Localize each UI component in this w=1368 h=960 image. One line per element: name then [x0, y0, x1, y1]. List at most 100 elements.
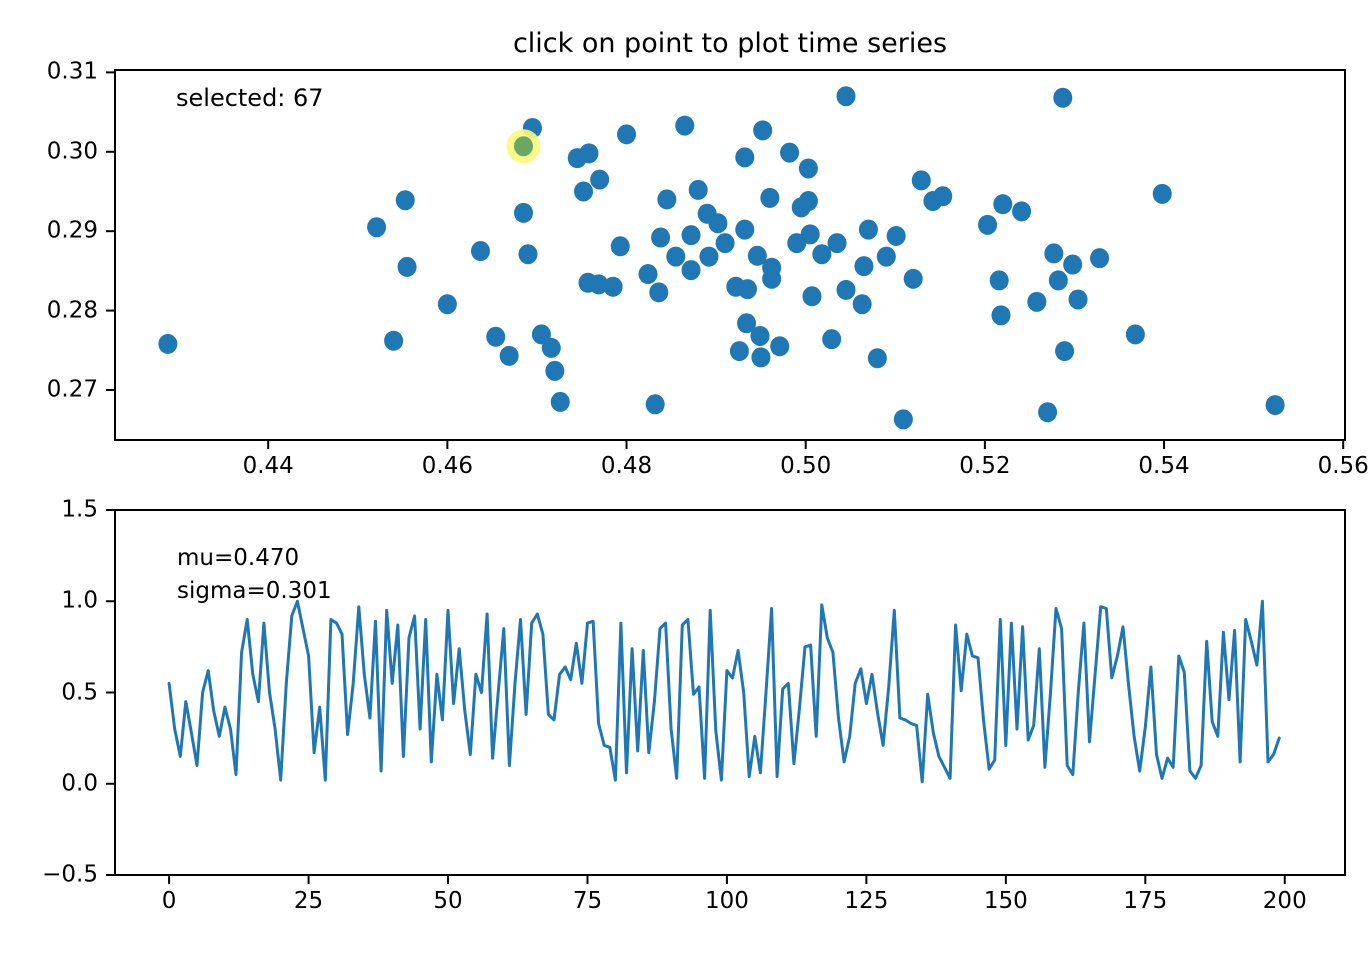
scatter-point[interactable]: [518, 244, 538, 265]
scatter-point[interactable]: [617, 124, 637, 145]
scatter-point[interactable]: [610, 236, 630, 257]
scatter-point[interactable]: [1038, 402, 1058, 423]
scatter-point[interactable]: [397, 256, 417, 277]
scatter-point[interactable]: [158, 333, 178, 354]
scatter-point[interactable]: [651, 227, 671, 248]
scatter-point[interactable]: [729, 341, 749, 362]
scatter-point[interactable]: [574, 181, 594, 202]
scatter-point[interactable]: [762, 268, 782, 289]
scatter-point[interactable]: [395, 190, 415, 211]
x-tick-label: 200: [1262, 888, 1307, 914]
scatter-point[interactable]: [735, 147, 755, 168]
scatter-point[interactable]: [867, 348, 887, 369]
scatter-point[interactable]: [911, 170, 931, 191]
scatter-point[interactable]: [770, 336, 790, 357]
scatter-point[interactable]: [753, 120, 773, 141]
scatter-point[interactable]: [933, 186, 953, 207]
scatter-point[interactable]: [737, 313, 757, 334]
y-tick-label: 1.0: [61, 587, 98, 614]
scatter-point[interactable]: [1152, 183, 1172, 204]
scatter-point[interactable]: [499, 345, 519, 366]
scatter-point[interactable]: [802, 286, 822, 307]
scatter-point[interactable]: [735, 219, 755, 240]
x-tick-label: 0.56: [1317, 453, 1368, 479]
scatter-point[interactable]: [751, 347, 771, 368]
mu-annotation: mu=0.470: [177, 545, 300, 571]
scatter-point[interactable]: [514, 202, 534, 223]
scatter-point[interactable]: [1090, 248, 1110, 269]
scatter-point[interactable]: [836, 279, 856, 300]
timeseries-axes-frame: [114, 509, 1346, 876]
scatter-point[interactable]: [589, 274, 609, 295]
scatter-point[interactable]: [1027, 291, 1047, 312]
scatter-point[interactable]: [1055, 341, 1075, 362]
x-tick-label: 150: [983, 888, 1028, 914]
scatter-point[interactable]: [657, 189, 677, 210]
scatter-point[interactable]: [649, 282, 669, 303]
scatter-point[interactable]: [1053, 87, 1073, 108]
scatter-point[interactable]: [836, 86, 856, 107]
scatter-point[interactable]: [666, 246, 686, 267]
scatter-point[interactable]: [798, 191, 818, 212]
scatter-point[interactable]: [993, 194, 1013, 215]
scatter-point[interactable]: [991, 305, 1011, 326]
scatter-point[interactable]: [978, 214, 998, 235]
scatter-point[interactable]: [541, 337, 561, 358]
scatter-point[interactable]: [437, 294, 457, 315]
scatter-point[interactable]: [852, 294, 872, 315]
scatter-point[interactable]: [590, 169, 610, 190]
scatter-point[interactable]: [550, 391, 570, 412]
scatter-point[interactable]: [531, 324, 551, 345]
scatter-point[interactable]: [715, 233, 735, 254]
scatter-point[interactable]: [1044, 243, 1064, 264]
scatter-point[interactable]: [1012, 201, 1032, 222]
scatter-point[interactable]: [1265, 395, 1285, 416]
scatter-point[interactable]: [699, 246, 719, 267]
scatter-point[interactable]: [750, 325, 770, 346]
selected-scatter-point[interactable]: [514, 136, 534, 157]
scatter-point[interactable]: [638, 264, 658, 285]
scatter-point[interactable]: [367, 217, 387, 238]
scatter-point[interactable]: [545, 360, 565, 381]
sigma-annotation: sigma=0.301: [177, 578, 332, 604]
scatter-point[interactable]: [798, 158, 818, 179]
scatter-point[interactable]: [1125, 324, 1145, 345]
scatter-point[interactable]: [780, 142, 800, 163]
scatter-point[interactable]: [812, 244, 832, 265]
scatter-point[interactable]: [800, 224, 820, 245]
scatter-point[interactable]: [603, 276, 623, 297]
y-tick-label: 0.29: [46, 217, 98, 244]
scatter-point[interactable]: [681, 225, 701, 246]
scatter-point[interactable]: [903, 268, 923, 289]
scatter-point[interactable]: [876, 246, 896, 267]
scatter-point[interactable]: [681, 260, 701, 281]
scatter-point[interactable]: [893, 409, 913, 430]
scatter-point[interactable]: [827, 233, 847, 254]
scatter-point[interactable]: [737, 279, 757, 300]
scatter-point[interactable]: [822, 329, 842, 350]
scatter-point[interactable]: [579, 143, 599, 164]
x-tick-label: 125: [844, 888, 889, 914]
scatter-point[interactable]: [747, 245, 767, 266]
scatter-point[interactable]: [708, 213, 728, 234]
scatter-axes-frame: [114, 69, 1346, 441]
scatter-point[interactable]: [886, 225, 906, 246]
scatter-point[interactable]: [471, 241, 491, 262]
scatter-point[interactable]: [384, 330, 404, 351]
scatter-point[interactable]: [1063, 254, 1083, 275]
scatter-point[interactable]: [645, 394, 665, 415]
x-tick-label: 75: [572, 888, 603, 914]
scatter-point[interactable]: [854, 256, 874, 277]
scatter-point[interactable]: [1068, 289, 1088, 310]
scatter-point[interactable]: [688, 179, 708, 200]
scatter-point[interactable]: [989, 270, 1009, 291]
scatter-point[interactable]: [760, 187, 780, 208]
scatter-point[interactable]: [675, 115, 695, 136]
scatter-point[interactable]: [1048, 270, 1068, 291]
x-tick-label: 175: [1123, 888, 1168, 914]
scatter-point[interactable]: [486, 326, 506, 347]
x-tick-label: 25: [293, 888, 324, 914]
scatter-point[interactable]: [858, 219, 878, 240]
chart-title: click on point to plot time series: [512, 28, 948, 59]
